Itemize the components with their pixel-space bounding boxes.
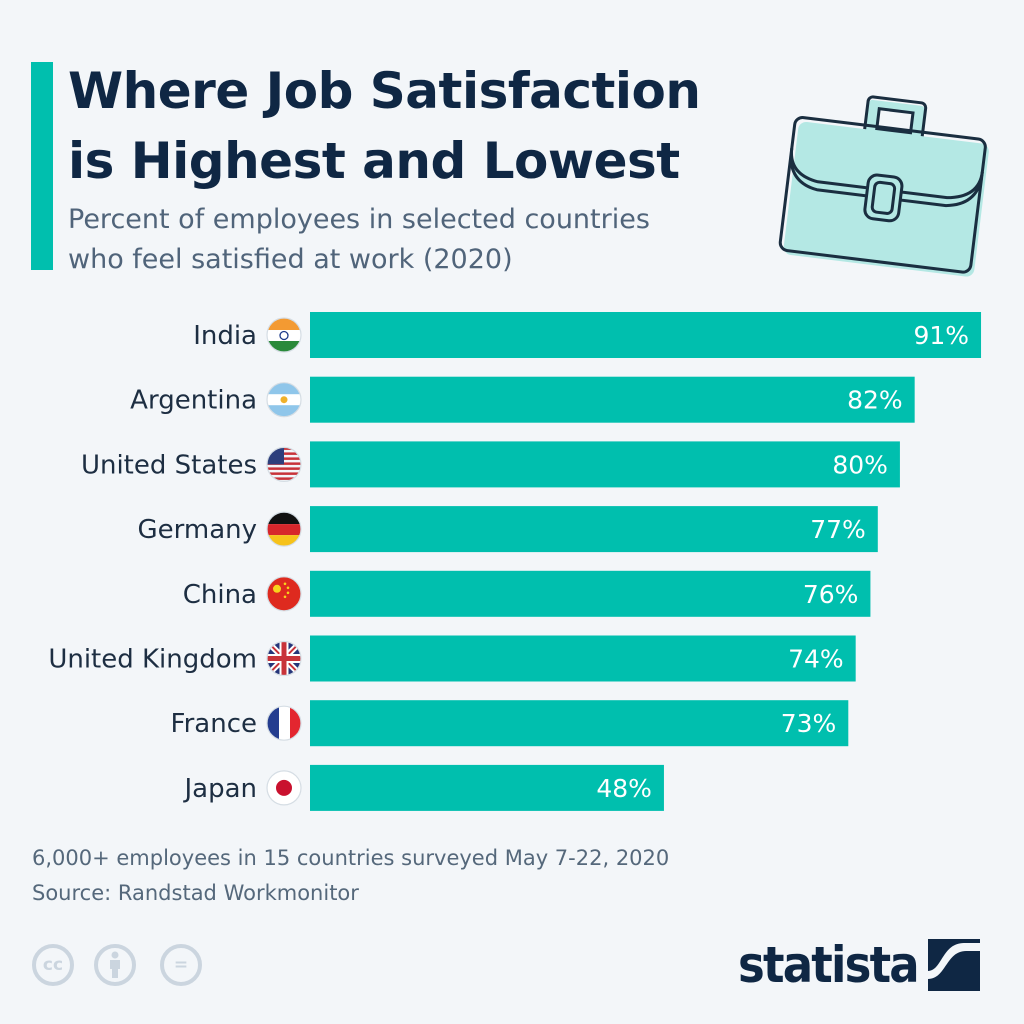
bar xyxy=(310,312,982,358)
bar-row: Germany 77% xyxy=(137,506,878,553)
france-flag-icon xyxy=(266,705,302,741)
value-label: 82% xyxy=(847,386,903,415)
survey-note: 6,000+ employees in 15 countries surveye… xyxy=(32,846,670,870)
source-note: Source: Randstad Workmonitor xyxy=(32,881,359,905)
statista-mark-icon xyxy=(927,939,980,991)
statista-logo[interactable]: statista xyxy=(738,936,980,994)
bar-row: Argentina 82% xyxy=(130,376,915,423)
chart-title: Where Job Satisfaction is Highest and Low… xyxy=(68,56,701,196)
bar-row: France 73% xyxy=(171,700,849,747)
category-label: United States xyxy=(81,450,257,480)
argentina-flag-icon xyxy=(266,382,302,418)
logo-text: statista xyxy=(738,936,920,994)
bar-row: United Kingdom 74% xyxy=(48,635,856,682)
usa-flag-icon xyxy=(266,446,302,482)
value-label: 74% xyxy=(788,645,844,674)
value-label: 80% xyxy=(832,450,888,479)
briefcase-icon xyxy=(778,95,989,277)
category-label: Germany xyxy=(137,515,257,545)
category-label: China xyxy=(183,580,257,610)
value-label: 91% xyxy=(913,321,969,350)
category-label: Argentina xyxy=(130,386,257,416)
category-label: India xyxy=(193,321,257,351)
uk-flag-icon xyxy=(266,640,302,677)
category-label: France xyxy=(171,709,257,739)
bar-row: United States 80% xyxy=(81,441,900,488)
cc-label: cc xyxy=(42,955,64,975)
bar xyxy=(310,764,664,811)
bar xyxy=(310,506,878,553)
no-derivatives-icon[interactable]: = xyxy=(160,944,202,986)
value-label: 77% xyxy=(810,515,866,544)
value-label: 76% xyxy=(803,580,859,609)
chart-subtitle: Percent of employees in selected countri… xyxy=(68,200,650,280)
germany-flag-icon xyxy=(266,511,302,547)
value-label: 48% xyxy=(596,774,652,803)
category-label: United Kingdom xyxy=(48,645,257,675)
title-accent-bar xyxy=(31,62,53,270)
bar xyxy=(310,570,871,617)
bar xyxy=(310,376,915,423)
bar-chart: India 91% Argentina 82% United States 80% Germ… xyxy=(48,312,982,811)
china-flag-icon xyxy=(266,576,302,612)
bar-row: Japan 48% xyxy=(182,764,664,811)
bar-row: India 91% xyxy=(193,312,982,358)
subtitle-line-2: who feel satisfied at work (2020) xyxy=(68,244,513,275)
japan-flag-icon xyxy=(266,770,302,806)
person-icon xyxy=(110,951,120,978)
cc-license-icon[interactable]: cc xyxy=(32,944,74,986)
category-label: Japan xyxy=(182,774,257,804)
subtitle-line-1: Percent of employees in selected countri… xyxy=(68,204,650,235)
india-flag-icon xyxy=(266,317,302,353)
attribution-icon[interactable] xyxy=(94,944,136,986)
bar xyxy=(310,635,856,682)
bar-row: China 76% xyxy=(183,570,871,617)
value-label: 73% xyxy=(781,709,837,738)
title-line-2: is Highest and Lowest xyxy=(68,132,680,190)
bar xyxy=(310,441,900,488)
title-line-1: Where Job Satisfaction xyxy=(68,62,701,120)
nd-label: = xyxy=(173,955,189,975)
bar xyxy=(310,700,849,747)
